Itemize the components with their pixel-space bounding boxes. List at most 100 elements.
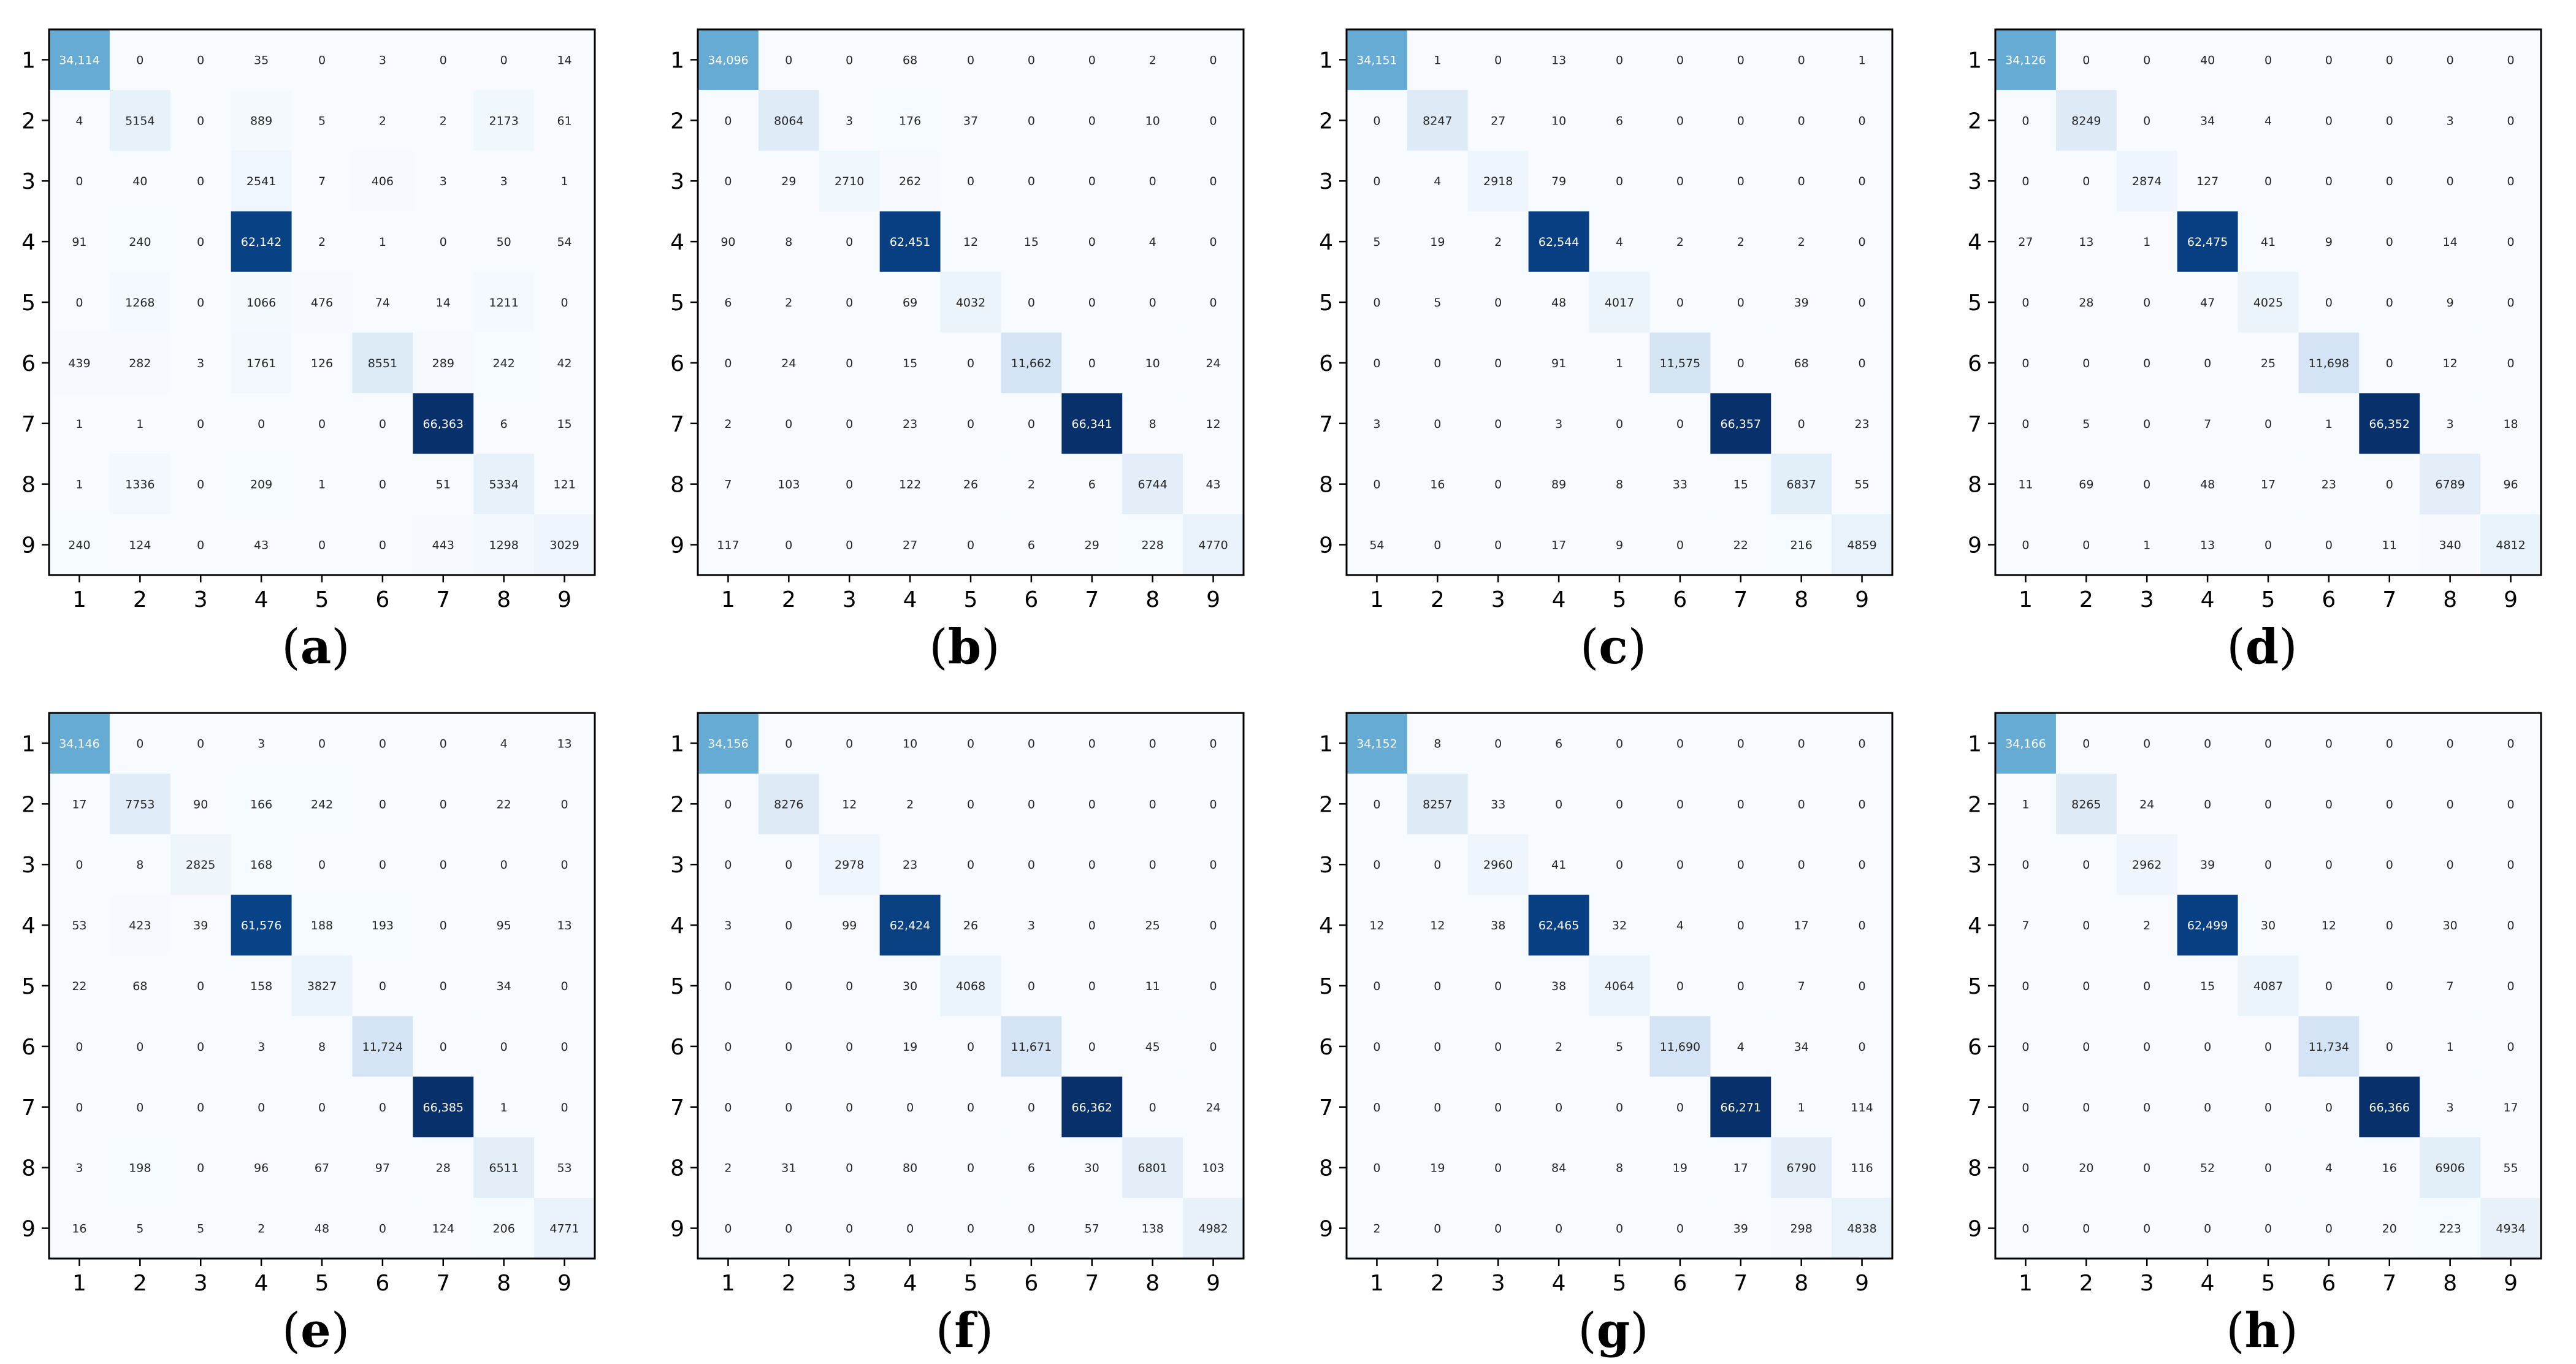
cell-e-7-4 (231, 1076, 292, 1138)
x-tick-label-g-1: 1 (1370, 1271, 1384, 1296)
cell-label-c-4-6: 2 (1676, 235, 1684, 249)
x-tick-label-f-2: 2 (782, 1271, 796, 1296)
cell-f-6-3 (819, 1016, 881, 1077)
cell-label-g-6-3: 0 (1494, 1040, 1502, 1054)
x-tick-label-c-1: 1 (1370, 587, 1384, 612)
cell-label-a-3-7: 3 (440, 175, 447, 188)
cell-label-f-4-7: 0 (1088, 919, 1096, 932)
cell-label-d-6-1: 0 (2022, 357, 2029, 370)
cell-label-e-6-7: 0 (440, 1040, 447, 1054)
cell-f-8-5 (940, 1137, 1001, 1198)
cell-label-a-8-2: 1336 (125, 478, 155, 492)
cell-d-9-9 (2480, 514, 2542, 576)
cell-a-5-6 (352, 272, 413, 333)
cell-b-5-6 (1001, 272, 1062, 333)
cell-label-c-4-5: 4 (1616, 235, 1623, 249)
cell-label-c-6-1: 0 (1373, 357, 1380, 370)
cell-b-6-5 (940, 332, 1001, 394)
cell-label-h-9-7: 20 (2382, 1222, 2397, 1236)
cell-label-f-2-4: 2 (906, 798, 914, 811)
cell-c-7-8 (1771, 393, 1832, 454)
cell-b-4-6 (1001, 211, 1062, 273)
cell-label-d-5-4: 47 (2200, 296, 2215, 310)
cell-label-g-4-6: 4 (1676, 919, 1684, 932)
cell-f-8-3 (819, 1137, 881, 1198)
cell-a-3-3 (170, 150, 232, 212)
cell-a-2-1 (49, 90, 110, 151)
cell-label-a-4-8: 50 (497, 235, 511, 249)
cell-label-g-3-6: 0 (1676, 858, 1684, 872)
cell-label-c-6-3: 0 (1494, 357, 1502, 370)
cell-label-g-2-6: 0 (1676, 798, 1684, 811)
cell-label-a-8-4: 209 (250, 478, 272, 492)
cell-label-h-4-1: 7 (2022, 919, 2029, 932)
cell-label-h-1-2: 0 (2082, 737, 2090, 750)
cell-label-g-1-2: 8 (1434, 737, 1441, 750)
cell-label-d-6-3: 0 (2143, 357, 2150, 370)
cell-d-6-9 (2480, 332, 2542, 394)
subfigure-label-paren-open: ( (2226, 1303, 2245, 1358)
cell-label-c-8-8: 6837 (1786, 478, 1816, 492)
cell-label-e-6-4: 3 (258, 1040, 265, 1054)
cell-b-2-2 (758, 90, 820, 151)
cell-label-h-8-1: 0 (2022, 1162, 2029, 1175)
cell-label-h-7-2: 0 (2082, 1101, 2090, 1114)
cell-a-9-1 (49, 514, 110, 576)
cell-label-b-3-7: 0 (1088, 175, 1096, 188)
cell-d-2-9 (2480, 90, 2542, 151)
cell-a-8-7 (413, 454, 474, 515)
cell-label-f-8-7: 30 (1085, 1162, 1099, 1175)
cell-label-c-2-5: 6 (1616, 114, 1623, 128)
cell-label-c-4-4: 62,544 (1538, 235, 1579, 249)
cell-label-a-4-6: 1 (379, 235, 386, 249)
cell-g-7-3 (1467, 1076, 1529, 1138)
cell-label-f-2-9: 0 (1210, 798, 1217, 811)
x-tick-label-d-5: 5 (2261, 587, 2276, 612)
cell-label-c-7-4: 3 (1555, 417, 1562, 431)
cell-d-6-3 (2116, 332, 2178, 394)
cell-label-a-8-8: 5334 (489, 478, 518, 492)
cell-label-c-6-7: 0 (1737, 357, 1745, 370)
y-tick-label-h-4: 4 (1968, 913, 1982, 939)
cell-b-9-1 (698, 514, 759, 576)
cell-c-8-2 (1407, 454, 1469, 515)
cell-label-f-1-5: 0 (967, 737, 974, 750)
cell-f-5-5 (940, 955, 1001, 1016)
subfigure-label-paren-open: ( (281, 620, 300, 675)
cell-label-c-9-9: 4859 (1847, 539, 1876, 552)
cell-label-g-9-3: 0 (1494, 1222, 1502, 1236)
cell-label-c-2-1: 0 (1373, 114, 1380, 128)
cell-b-9-4 (879, 514, 941, 576)
cell-label-a-4-3: 0 (197, 235, 204, 249)
cell-label-d-9-1: 0 (2022, 539, 2029, 552)
cell-c-2-1 (1347, 90, 1408, 151)
cell-label-a-6-6: 8551 (368, 357, 397, 370)
cell-g-9-7 (1710, 1198, 1771, 1259)
cell-label-c-3-8: 0 (1798, 175, 1805, 188)
subfigure-label-g: (g) (1298, 1303, 1929, 1358)
cell-label-c-1-8: 0 (1798, 53, 1805, 67)
cell-label-d-3-4: 127 (2196, 175, 2219, 188)
cell-h-4-1 (1995, 894, 2057, 956)
cell-label-g-4-5: 32 (1612, 919, 1627, 932)
cell-label-e-4-8: 95 (497, 919, 511, 932)
cell-h-6-9 (2480, 1016, 2542, 1077)
cell-c-7-7 (1710, 393, 1771, 454)
cell-g-4-3 (1467, 894, 1529, 956)
y-tick-label-c-4: 4 (1319, 230, 1333, 255)
cell-label-h-7-6: 0 (2325, 1101, 2333, 1114)
cell-e-8-4 (231, 1137, 292, 1198)
cell-label-a-1-2: 0 (136, 53, 143, 67)
y-tick-label-h-5: 5 (1968, 974, 1982, 999)
cell-a-9-8 (473, 514, 535, 576)
cell-e-8-2 (109, 1137, 171, 1198)
y-tick-label-h-2: 2 (1968, 792, 1982, 817)
cell-label-e-9-8: 206 (493, 1222, 515, 1236)
cell-label-f-4-6: 3 (1028, 919, 1035, 932)
cell-g-4-4 (1528, 894, 1590, 956)
cell-g-1-2 (1407, 713, 1469, 774)
cell-c-5-5 (1589, 272, 1650, 333)
cell-b-5-9 (1183, 272, 1244, 333)
cell-f-6-2 (758, 1016, 820, 1077)
cell-d-3-1 (1995, 150, 2057, 212)
